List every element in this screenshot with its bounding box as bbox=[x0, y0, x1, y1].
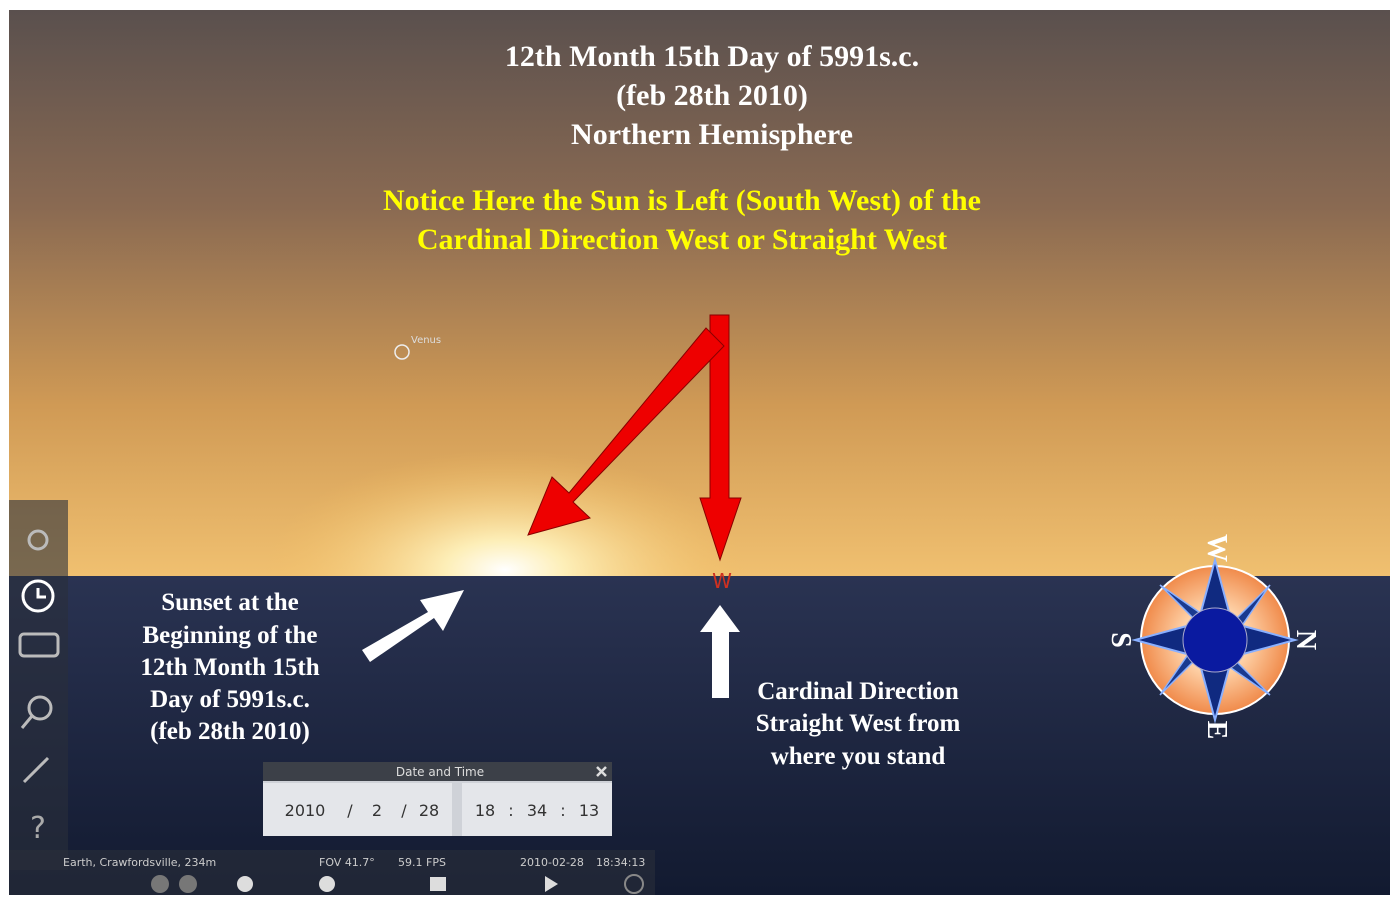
compass-letter: N bbox=[1290, 630, 1321, 650]
separator: / bbox=[401, 801, 407, 820]
year-field[interactable]: 2010 bbox=[285, 801, 326, 820]
planet-label: Venus bbox=[411, 335, 441, 346]
title-line: Northern Hemisphere bbox=[571, 118, 853, 151]
fov: FOV 41.7° bbox=[319, 856, 375, 869]
side-toolbar: ? bbox=[9, 500, 68, 870]
note-line: where you stand bbox=[771, 743, 946, 770]
dialog-title: Date and Time bbox=[396, 765, 484, 779]
bottom-bar: Earth, Crawfordsville, 234m FOV 41.7° 59… bbox=[9, 850, 655, 895]
month-field[interactable]: 2 bbox=[372, 801, 382, 820]
notice-line: Notice Here the Sun is Left (South West)… bbox=[383, 184, 981, 217]
time: 18:34:13 bbox=[596, 856, 645, 869]
note-line: Straight West from bbox=[756, 710, 961, 737]
note-line: Day of 5991s.c. bbox=[150, 686, 310, 713]
day-field[interactable]: 28 bbox=[419, 801, 439, 820]
button[interactable] bbox=[237, 876, 253, 892]
screenshot: 12th Month 15th Day of 5991s.c. (feb 28t… bbox=[0, 0, 1393, 897]
note-line: 12th Month 15th bbox=[140, 654, 319, 681]
notice-line: Cardinal Direction West or Straight West bbox=[417, 223, 947, 256]
button[interactable] bbox=[151, 875, 169, 893]
cardinal-label: W bbox=[712, 569, 732, 593]
note-line: Sunset at the bbox=[161, 589, 299, 616]
compass-center bbox=[1183, 608, 1247, 672]
location: Earth, Crawfordsville, 234m bbox=[63, 856, 216, 869]
compass-letter: W bbox=[1201, 534, 1232, 562]
minute-field[interactable]: 34 bbox=[527, 801, 547, 820]
title-line: 12th Month 15th Day of 5991s.c. bbox=[505, 40, 919, 73]
note-line: Beginning of the bbox=[142, 622, 317, 649]
sunset-note: Sunset at the Beginning of the 12th Mont… bbox=[140, 589, 319, 745]
date-time-dialog: Date and Time 2010 / 2 / 28 18 : 34 : 13 bbox=[263, 762, 612, 836]
button[interactable] bbox=[179, 875, 197, 893]
hour-field[interactable]: 18 bbox=[475, 801, 495, 820]
second-field[interactable]: 13 bbox=[579, 801, 599, 820]
note-line: (feb 28th 2010) bbox=[150, 718, 310, 745]
separator: : bbox=[560, 801, 565, 820]
title-line: (feb 28th 2010) bbox=[616, 79, 808, 112]
compass-letter: E bbox=[1201, 721, 1232, 740]
help-icon[interactable]: ? bbox=[30, 811, 46, 846]
button[interactable] bbox=[430, 877, 446, 891]
separator: : bbox=[508, 801, 513, 820]
separator: / bbox=[347, 801, 353, 820]
date: 2010-02-28 bbox=[520, 856, 584, 869]
fps: 59.1 FPS bbox=[398, 856, 446, 869]
compass-letter: S bbox=[1105, 632, 1136, 648]
west-note: Cardinal Direction Straight West from wh… bbox=[756, 678, 961, 770]
note-line: Cardinal Direction bbox=[757, 678, 959, 705]
button[interactable] bbox=[319, 876, 335, 892]
